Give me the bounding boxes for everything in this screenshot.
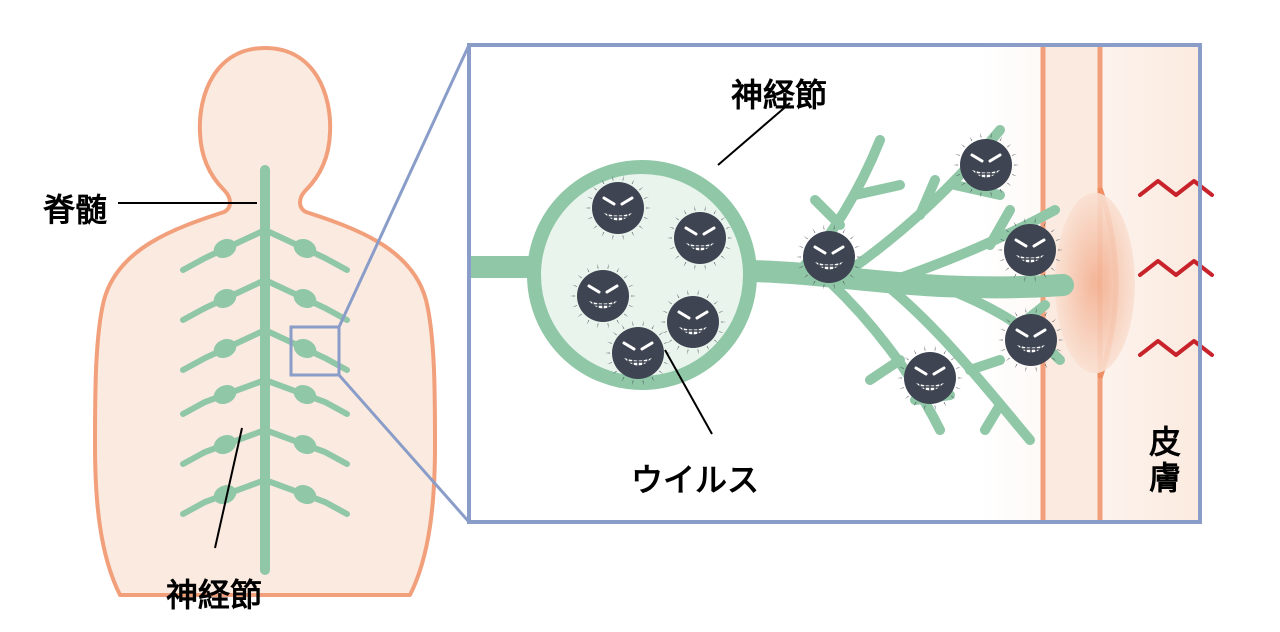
label-ganglion-body: 神経節 — [166, 570, 262, 616]
label-spinal-cord: 脊髄 — [43, 185, 107, 231]
label-virus: ウイルス — [631, 455, 759, 501]
label-skin: 皮膚 — [1140, 425, 1186, 497]
label-ganglion-panel: 神経節 — [731, 70, 827, 116]
